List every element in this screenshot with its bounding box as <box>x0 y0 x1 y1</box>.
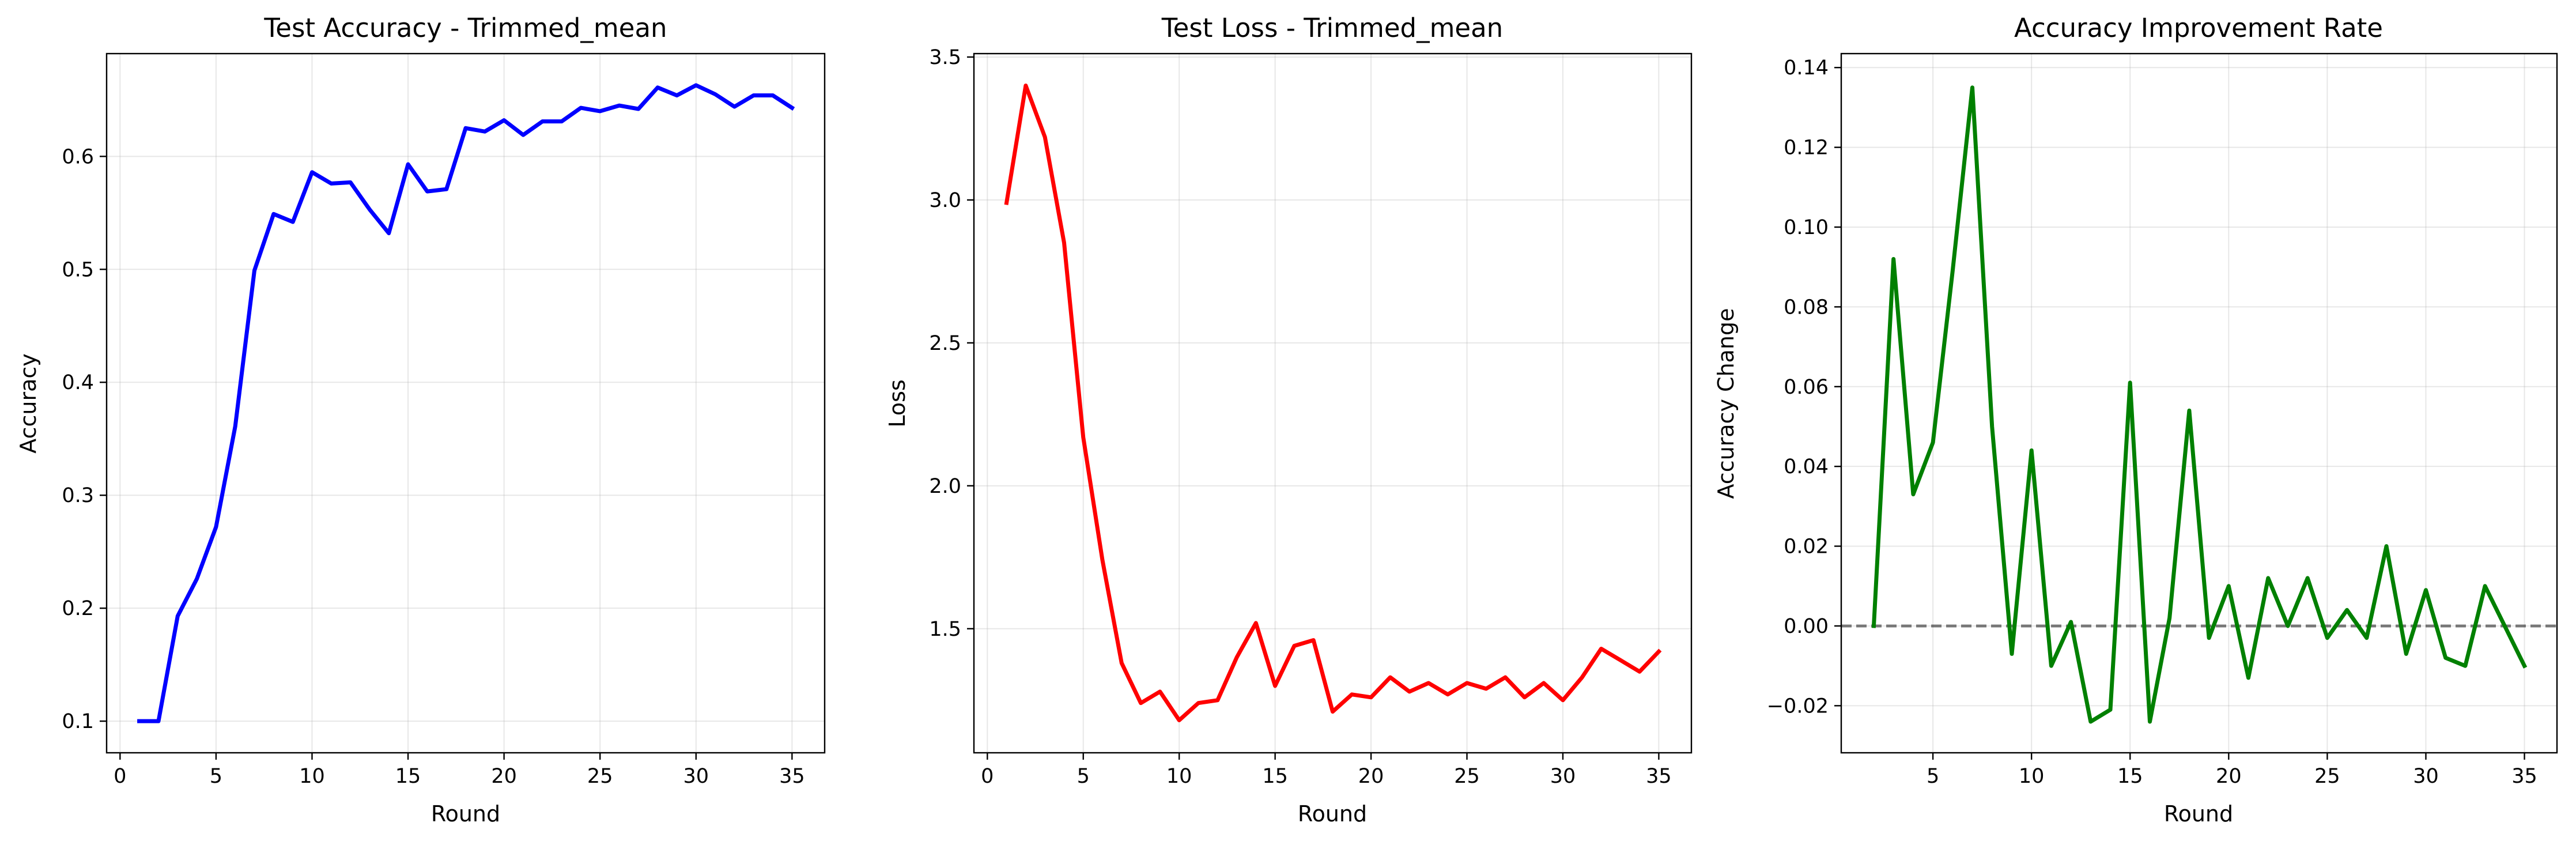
x-tick-label: 10 <box>1166 765 1192 788</box>
y-tick-label: 0.00 <box>1784 615 1829 638</box>
x-tick-label: 20 <box>491 765 517 788</box>
chart-panel-accuracy: Test Accuracy - Trimmed_mean Round Accur… <box>16 13 826 827</box>
x-tick-label: 20 <box>2216 765 2242 788</box>
x-tick-label: 15 <box>2117 765 2143 788</box>
x-tick-label: 30 <box>2413 765 2439 788</box>
x-tick-label: 0 <box>114 765 126 788</box>
y-tick-label: 0.2 <box>62 597 94 620</box>
y-tick-label: 2.0 <box>929 475 961 498</box>
x-tick-label: 5 <box>210 765 222 788</box>
series-line <box>1871 85 2528 724</box>
chart-title: Test Loss - Trimmed_mean <box>1161 13 1503 43</box>
x-tick-label: 35 <box>779 765 805 788</box>
x-tick-label: 10 <box>299 765 325 788</box>
x-tick-label: 25 <box>1454 765 1480 788</box>
chart-panel-loss: Test Loss - Trimmed_mean Round Loss 0 5 10… <box>885 13 1693 827</box>
plot-frame <box>105 52 826 754</box>
grid <box>107 54 825 753</box>
y-tick-label: 0.12 <box>1784 137 1829 160</box>
x-tick-label: 15 <box>395 765 421 788</box>
x-tick-label: 0 <box>981 765 994 788</box>
plot-frame <box>1840 52 2558 754</box>
y-tick-label: −0.02 <box>1767 695 1829 718</box>
x-tick-label: 25 <box>2314 765 2340 788</box>
x-tick-label: 35 <box>2511 765 2537 788</box>
y-tick-label: 0.02 <box>1784 535 1829 559</box>
y-tick-label: 0.4 <box>62 371 94 394</box>
series-line <box>137 83 795 723</box>
plot-frame <box>973 52 1693 754</box>
y-tick-label: 1.5 <box>929 618 961 641</box>
x-tick-label: 30 <box>1550 765 1576 788</box>
y-tick-label: 3.5 <box>929 46 961 69</box>
x-tick-label: 35 <box>1646 765 1672 788</box>
y-tick-label: 0.1 <box>62 710 94 733</box>
x-tick-label: 20 <box>1358 765 1384 788</box>
y-tick-label: 3.0 <box>929 189 961 212</box>
y-tick-label: 0.10 <box>1784 216 1829 239</box>
y-tick-label: 0.5 <box>62 258 94 281</box>
y-tick-label: 0.3 <box>62 484 94 507</box>
y-axis-label: Accuracy Change <box>1713 308 1739 499</box>
x-tick-label: 5 <box>1927 765 1939 788</box>
y-tick-label: 0.04 <box>1784 455 1829 478</box>
x-tick-label: 10 <box>2019 765 2045 788</box>
x-tick-label: 15 <box>1262 765 1288 788</box>
x-tick-label: 5 <box>1077 765 1090 788</box>
x-tick-label: 30 <box>683 765 709 788</box>
y-axis-label: Accuracy <box>16 353 41 454</box>
y-axis-label: Loss <box>885 379 910 427</box>
chart-panel-improvement: Accuracy Improvement Rate Round Accuracy… <box>1713 13 2558 827</box>
x-axis-label: Round <box>2164 801 2233 827</box>
x-axis-label: Round <box>431 801 500 827</box>
x-axis-label: Round <box>1298 801 1367 827</box>
y-tick-label: 0.14 <box>1784 56 1829 80</box>
y-tick-label: 0.6 <box>62 145 94 168</box>
chart-title: Test Accuracy - Trimmed_mean <box>263 13 667 43</box>
y-tick-label: 2.5 <box>929 332 961 355</box>
y-tick-label: 0.08 <box>1784 296 1829 319</box>
grid <box>974 54 1691 753</box>
series-line <box>1004 84 1662 722</box>
x-tick-label: 25 <box>587 765 613 788</box>
chart-title: Accuracy Improvement Rate <box>2014 13 2383 43</box>
y-tick-label: 0.06 <box>1784 376 1829 399</box>
